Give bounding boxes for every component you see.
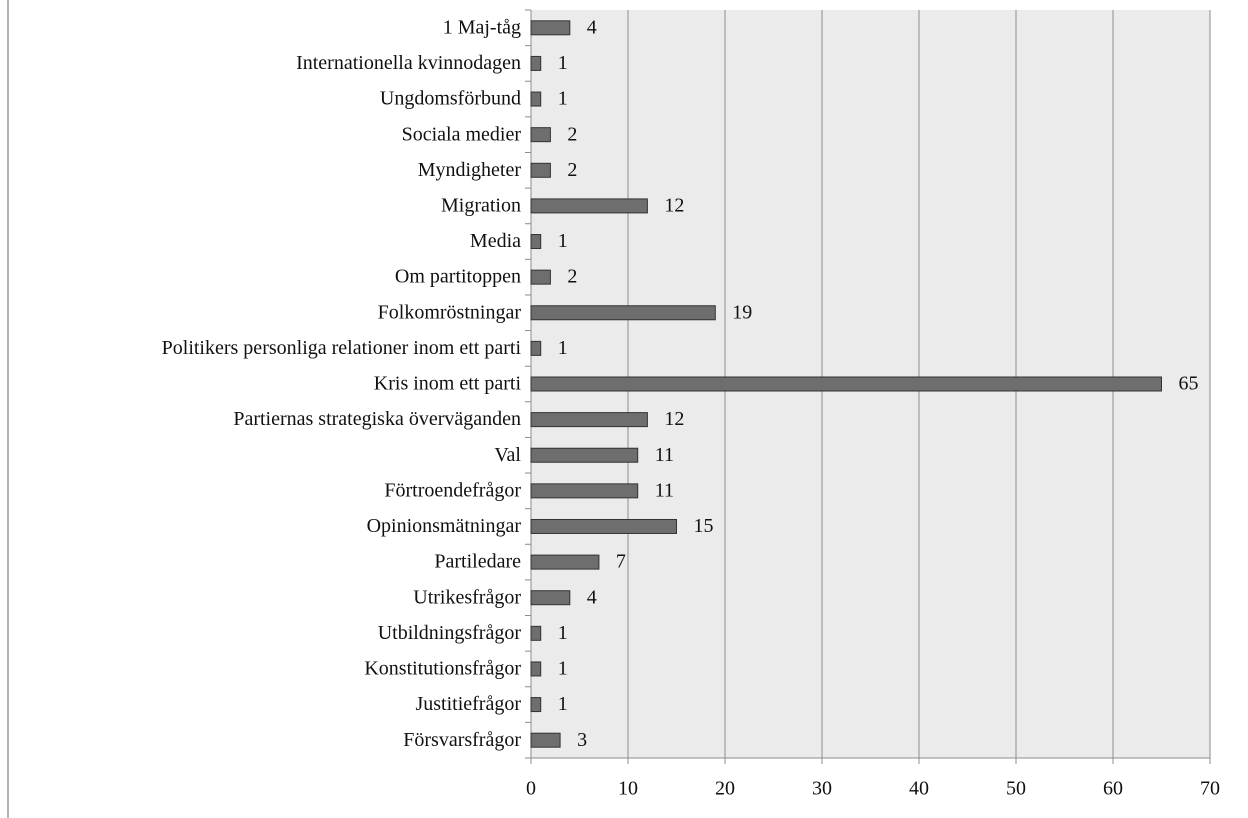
x-tick-label: 40 [909, 778, 929, 800]
y-tick-label: Val [494, 444, 521, 466]
bar [530, 305, 716, 321]
y-tick-label: Om partitoppen [395, 266, 521, 288]
y-tick-label: Konstitutionsfrågor [364, 658, 521, 680]
data-label: 7 [616, 551, 626, 573]
y-tick-label: Utbildningsfrågor [378, 622, 522, 644]
bar [530, 127, 551, 143]
x-tick-label: 30 [812, 778, 832, 800]
data-label: 2 [567, 159, 577, 181]
bar [530, 234, 542, 250]
x-tick-label: 60 [1103, 778, 1123, 800]
data-label: 2 [567, 123, 577, 145]
y-tick-label: Internationella kvinnodagen [296, 52, 521, 74]
data-label: 1 [558, 622, 568, 644]
y-tick-label: Utrikesfrågor [413, 586, 521, 608]
y-tick-label: Försvarsfrågor [403, 729, 521, 751]
x-tick-label: 0 [526, 778, 536, 800]
data-label: 1 [558, 337, 568, 359]
data-label: 2 [567, 266, 577, 288]
bar [530, 20, 571, 36]
x-tick-label: 20 [715, 778, 735, 800]
y-tick-label: Ungdomsförbund [380, 88, 521, 110]
bar [530, 340, 542, 356]
bar [530, 269, 551, 285]
bar [530, 91, 542, 107]
data-label: 11 [655, 479, 674, 501]
bar [530, 661, 542, 677]
bar [530, 198, 648, 214]
data-label: 1 [558, 52, 568, 74]
y-tick-label: Justitiefrågor [415, 693, 521, 715]
bar [530, 732, 561, 748]
data-label: 11 [655, 444, 674, 466]
bar [530, 412, 648, 428]
bar [530, 518, 677, 534]
data-label: 19 [732, 301, 752, 323]
data-label: 1 [558, 230, 568, 252]
data-label: 15 [694, 515, 714, 537]
y-tick-label: Kris inom ett parti [374, 373, 522, 395]
x-tick-label: 10 [618, 778, 638, 800]
bar [530, 447, 639, 463]
data-label: 4 [587, 16, 597, 38]
y-tick-label: Myndigheter [418, 159, 522, 181]
bar [530, 625, 542, 641]
data-label: 1 [558, 88, 568, 110]
bar [530, 590, 571, 606]
bar [530, 162, 551, 178]
bar [530, 554, 600, 570]
bar [530, 483, 639, 499]
y-tick-label: Migration [441, 194, 521, 216]
data-label: 12 [664, 408, 684, 430]
data-label: 12 [664, 194, 684, 216]
y-tick-label: Opinionsmätningar [367, 515, 522, 537]
bar [530, 376, 1162, 392]
bar [530, 697, 542, 713]
y-tick-label: Media [470, 230, 521, 252]
data-label: 4 [587, 586, 597, 608]
data-label: 65 [1179, 373, 1199, 395]
y-tick-label: 1 Maj-tåg [443, 16, 521, 38]
y-tick-label: Politikers personliga relationer inom et… [162, 337, 522, 359]
y-tick-label: Partiledare [434, 551, 521, 573]
data-label: 1 [558, 658, 568, 680]
y-tick-label: Partiernas strategiska överväganden [233, 408, 521, 430]
x-tick-label: 50 [1006, 778, 1026, 800]
data-label: 3 [577, 729, 587, 751]
x-tick-label: 70 [1200, 778, 1220, 800]
y-tick-label: Folkomröstningar [378, 301, 522, 323]
y-tick-label: Förtroendefrågor [384, 479, 521, 501]
data-label: 1 [558, 693, 568, 715]
bar [530, 55, 542, 71]
y-tick-label: Sociala medier [402, 123, 522, 145]
